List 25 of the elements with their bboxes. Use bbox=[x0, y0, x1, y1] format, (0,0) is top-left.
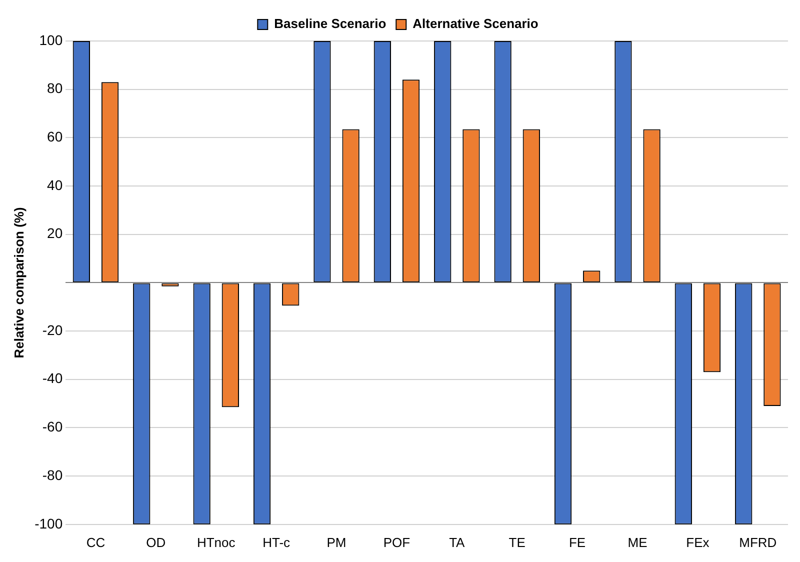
y-tick-label: 40 bbox=[47, 176, 63, 193]
x-tick-label: HT-c bbox=[262, 534, 291, 550]
y-tick-label: -100 bbox=[34, 515, 63, 532]
legend-label: Alternative Scenario bbox=[412, 16, 538, 32]
x-tick-label: HTnoc bbox=[196, 534, 236, 550]
y-tick-label: -40 bbox=[42, 370, 63, 386]
y-tick-label: -80 bbox=[42, 466, 63, 483]
x-tick-label: CC bbox=[86, 534, 106, 550]
x-tick-label: POF bbox=[383, 534, 410, 550]
legend-label: Baseline Scenario bbox=[274, 16, 386, 32]
x-tick-label: ME bbox=[628, 534, 648, 550]
x-tick-label: MFRD bbox=[739, 534, 777, 550]
y-tick-label: -20 bbox=[42, 322, 63, 338]
x-tick-label: PM bbox=[326, 534, 346, 550]
x-tick-label: FEx bbox=[686, 534, 710, 550]
y-tick-label: -60 bbox=[42, 418, 63, 435]
x-tick-label: TE bbox=[508, 534, 526, 550]
y-tick-label: 60 bbox=[47, 128, 63, 145]
y-axis-title: Relative comparison (%) bbox=[11, 207, 26, 358]
x-tick-label: FE bbox=[568, 534, 586, 550]
y-tick-label: 100 bbox=[39, 32, 63, 48]
y-tick-label: 20 bbox=[47, 225, 63, 242]
y-tick-label: 80 bbox=[47, 80, 63, 96]
x-tick-label: OD bbox=[146, 534, 166, 550]
x-tick-label: TA bbox=[449, 534, 466, 550]
